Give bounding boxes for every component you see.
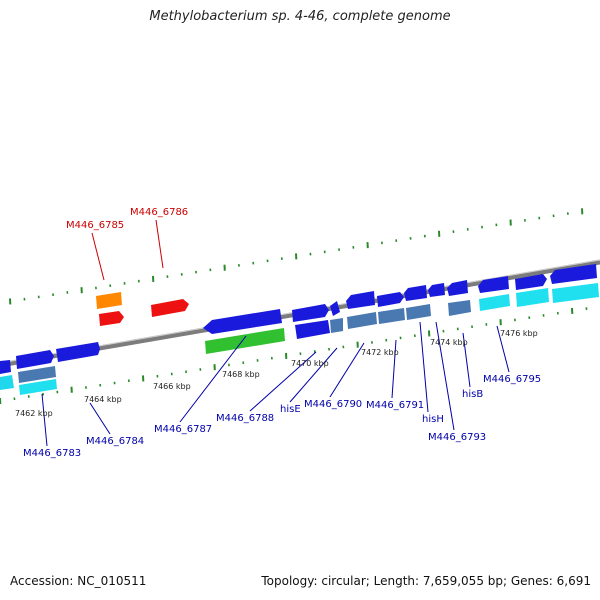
gene-arrow[interactable] bbox=[552, 283, 599, 303]
gene-label-leader bbox=[329, 342, 365, 398]
gene-label[interactable]: M446_6793 bbox=[428, 432, 486, 443]
gene-arrow[interactable] bbox=[203, 309, 282, 334]
gene-label[interactable]: M446_6790 bbox=[304, 399, 362, 410]
gene-label[interactable]: M446_6784 bbox=[86, 436, 144, 447]
gene-label-leader bbox=[419, 321, 429, 413]
gene-label[interactable]: M446_6791 bbox=[366, 400, 424, 411]
gene-arrow[interactable] bbox=[406, 304, 431, 320]
gene-arrow[interactable] bbox=[428, 283, 445, 297]
gene-arrow[interactable] bbox=[378, 308, 405, 324]
gene-arrow[interactable] bbox=[295, 320, 330, 339]
gene-label-leader bbox=[41, 393, 48, 447]
kbp-tick-label: 7472 kbp bbox=[361, 348, 399, 357]
gene-labels: M446_6783 M446_6784 M446_6785 M446_6786 M446… bbox=[23, 207, 541, 459]
gene-label[interactable]: M446_6787 bbox=[154, 424, 212, 435]
genome-title: Methylobacterium sp. 4-46, complete geno… bbox=[149, 9, 451, 24]
gene-arrow[interactable] bbox=[0, 360, 11, 374]
gene-label[interactable]: hisH bbox=[422, 414, 444, 425]
kbp-tick-label: 7474 kbp bbox=[430, 338, 468, 347]
label-leader-lines bbox=[41, 219, 510, 447]
gene-label[interactable]: M446_6786 bbox=[130, 207, 188, 218]
gene-arrow[interactable] bbox=[479, 294, 510, 311]
kbp-tick-label: 7464 kbp bbox=[84, 395, 122, 404]
gene-arrow[interactable] bbox=[330, 318, 343, 333]
gene-arrow[interactable] bbox=[448, 300, 471, 316]
kbp-labels: 7462 kbp 7464 kbp 7466 kbp 7468 kbp 7470 kbp… bbox=[15, 329, 538, 418]
tick-rows bbox=[0, 208, 588, 405]
gene-label-leader bbox=[496, 325, 510, 373]
gene-label-leader bbox=[289, 347, 338, 403]
gene-label[interactable]: hisE bbox=[280, 404, 301, 415]
gene-arrow[interactable] bbox=[19, 379, 57, 395]
gene-label-leader bbox=[155, 219, 164, 269]
gene-arrow[interactable] bbox=[515, 274, 547, 290]
gene-label-leader bbox=[435, 321, 455, 431]
gene-label[interactable]: M446_6795 bbox=[483, 374, 541, 385]
gene-arrow[interactable] bbox=[99, 311, 124, 326]
kbp-tick-label: 7468 kbp bbox=[222, 370, 260, 379]
kbp-tick-label: 7462 kbp bbox=[15, 409, 53, 418]
gene-arrow[interactable] bbox=[516, 288, 549, 307]
gene-label-leader bbox=[89, 402, 111, 435]
gene-arrow[interactable] bbox=[404, 285, 427, 301]
gene-arrow[interactable] bbox=[0, 375, 14, 390]
gene-label[interactable]: M446_6785 bbox=[66, 220, 124, 231]
gene-features bbox=[0, 264, 599, 395]
gene-arrow[interactable] bbox=[96, 292, 122, 309]
gene-arrow[interactable] bbox=[330, 301, 340, 316]
gene-arrow[interactable] bbox=[205, 328, 285, 354]
genome-stats-text: Topology: circular; Length: 7,659,055 bp… bbox=[261, 574, 591, 588]
gene-arrow[interactable] bbox=[18, 366, 56, 383]
accession-text: Accession: NC_010511 bbox=[10, 574, 147, 588]
gene-arrow[interactable] bbox=[16, 350, 54, 369]
gene-arrow[interactable] bbox=[550, 264, 597, 284]
gene-label-leader bbox=[91, 232, 105, 281]
gene-arrow[interactable] bbox=[292, 304, 329, 322]
gene-label[interactable]: M446_6788 bbox=[216, 413, 274, 424]
gene-arrow[interactable] bbox=[346, 291, 375, 309]
gene-label[interactable]: M446_6783 bbox=[23, 448, 81, 459]
gene-label-leader bbox=[462, 332, 471, 388]
kbp-tick-label: 7470 kbp bbox=[291, 359, 329, 368]
gene-label-leader bbox=[249, 351, 317, 412]
gene-arrow[interactable] bbox=[447, 280, 468, 296]
gene-arrow[interactable] bbox=[347, 312, 377, 329]
gene-label[interactable]: hisB bbox=[462, 389, 483, 400]
gene-label-leader bbox=[391, 339, 397, 399]
kbp-tick-label: 7466 kbp bbox=[153, 382, 191, 391]
gene-arrow[interactable] bbox=[151, 299, 189, 317]
gene-arrow[interactable] bbox=[377, 292, 404, 307]
kbp-tick-label: 7476 kbp bbox=[500, 329, 538, 338]
gene-arrow[interactable] bbox=[56, 342, 100, 362]
gene-arrow[interactable] bbox=[478, 276, 509, 293]
gene-label-leader bbox=[179, 335, 247, 423]
